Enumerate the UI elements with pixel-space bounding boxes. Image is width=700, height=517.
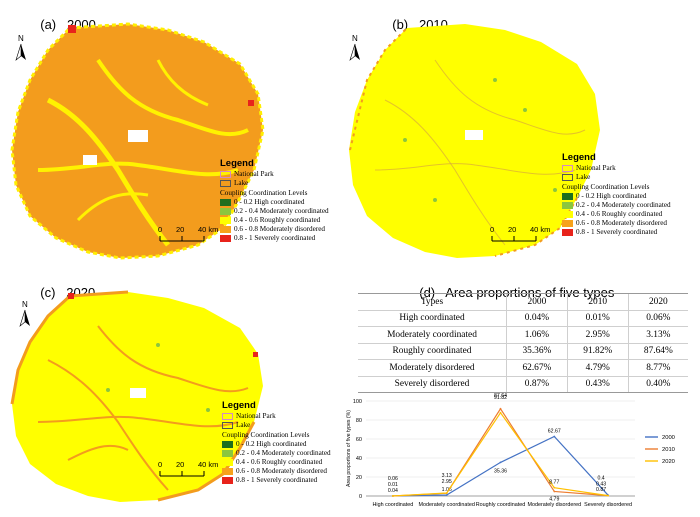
table-row: Roughly coordinated 35.36% 91.82% 87.64%: [358, 342, 688, 360]
scale-bar: 0 20 40 km: [158, 225, 219, 242]
y-tick-label: 0: [359, 494, 362, 500]
legend-2010: Legend National Park Lake Coupling Coord…: [562, 152, 671, 236]
table-cell: 0.06%: [627, 309, 688, 327]
data-point: [553, 435, 556, 438]
table-header-row: Types 2000 2010 2020: [358, 293, 688, 311]
table-header-cell: 2020: [627, 293, 688, 311]
line-chart: 0 20 40 60 80 100 Area proportions of five typ…: [340, 393, 700, 512]
legend-label: 2000: [662, 435, 675, 441]
table-row: Severely disordered 0.87% 0.43% 0.40%: [358, 375, 688, 393]
data-point: [499, 407, 502, 410]
data-label: 91.82: [494, 395, 507, 401]
data-point: [553, 486, 556, 489]
scale-bar: 0 20 40 km: [490, 225, 551, 242]
x-tick-label: Moderately disordered: [527, 502, 581, 508]
x-tick-label: Moderately coordinated: [419, 502, 475, 508]
data-point: [607, 494, 609, 497]
legend-2000: Legend National Park Lake Coupling Coord…: [220, 158, 329, 242]
table-cell: Severely disordered: [358, 375, 507, 393]
table-row: High coordinated 0.04% 0.01% 0.06%: [358, 309, 688, 327]
table-cell: 91.82%: [566, 342, 629, 360]
table-cell: Moderately coordinated: [358, 326, 507, 344]
table-cell: 0.43%: [566, 375, 629, 393]
table-header-cell: Types: [358, 293, 507, 311]
data-label: 4.79: [549, 496, 559, 502]
table-header-cell: 2000: [506, 293, 568, 311]
series-line-2010: [392, 407, 609, 497]
series-line-2020: [392, 411, 609, 497]
y-tick-label: 40: [356, 456, 362, 462]
data-label: 0.4: [597, 476, 604, 482]
data-point: [553, 490, 556, 493]
data-point: [392, 495, 394, 497]
data-label: 0.06: [388, 476, 398, 482]
table-cell: Moderately disordered: [358, 359, 507, 377]
scale-bar: 0 20 40 km: [158, 460, 219, 477]
data-point: [445, 492, 448, 494]
y-tick-label: 20: [356, 475, 362, 481]
data-label: 0.43: [596, 482, 606, 488]
north-arrow-icon: N: [348, 34, 362, 62]
x-tick-label: Roughly coordinated: [476, 502, 525, 508]
table-cell: High coordinated: [358, 309, 507, 327]
table-cell: 1.06%: [506, 326, 568, 344]
data-label: 87.64: [494, 393, 507, 399]
table-row: Moderately coordinated 1.06% 2.95% 3.13%: [358, 326, 688, 344]
area-proportions-table: Types 2000 2010 2020 High coordinated 0.…: [358, 293, 688, 393]
series-line-2000: [392, 435, 609, 497]
map-2000: [8, 20, 268, 275]
data-point: [445, 494, 448, 496]
table-cell: 35.36%: [506, 342, 568, 360]
data-label: 3.13: [442, 473, 452, 479]
legend-label: 2010: [662, 447, 675, 453]
table-row: Moderately disordered 62.67% 4.79% 8.77%: [358, 359, 688, 377]
table-cell: 0.04%: [506, 309, 568, 327]
y-tick-label: 100: [353, 399, 362, 405]
y-axis-label: Area proportions of five types (%): [346, 410, 352, 487]
x-tick-label: Severely disordered: [584, 502, 632, 508]
north-arrow-icon: N: [18, 300, 32, 328]
legend-label: 2020: [662, 459, 675, 465]
x-tick-label: High coordinated: [373, 502, 414, 508]
y-tick-label: 80: [356, 418, 362, 424]
legend-2020: Legend National Park Lake Coupling Coord…: [222, 400, 331, 484]
table-header-cell: 2010: [566, 293, 629, 311]
table-cell: 4.79%: [566, 359, 629, 377]
map-2010: [345, 20, 605, 275]
table-cell: 2.95%: [566, 326, 629, 344]
table-cell: 62.67%: [506, 359, 568, 377]
table-cell: 0.40%: [627, 375, 688, 393]
y-tick-label: 60: [356, 437, 362, 443]
table-cell: 87.64%: [627, 342, 688, 360]
data-point: [499, 411, 502, 414]
table-cell: 0.01%: [566, 309, 629, 327]
data-label: 62.67: [548, 428, 561, 434]
data-label: 2.95: [442, 479, 452, 485]
table-cell: Roughly coordinated: [358, 342, 507, 360]
north-arrow-icon: N: [14, 34, 28, 62]
data-label: 0.87: [596, 487, 606, 493]
data-point: [499, 461, 502, 464]
table-cell: 0.87%: [506, 375, 568, 393]
data-label: 35.36: [494, 468, 507, 474]
table-cell: 3.13%: [627, 326, 688, 344]
data-label: 0.01: [388, 482, 398, 488]
data-label: 1.06: [442, 487, 452, 493]
data-label: 0.04: [388, 488, 398, 494]
table-cell: 8.77%: [627, 359, 688, 377]
data-label: 8.77: [549, 480, 559, 486]
